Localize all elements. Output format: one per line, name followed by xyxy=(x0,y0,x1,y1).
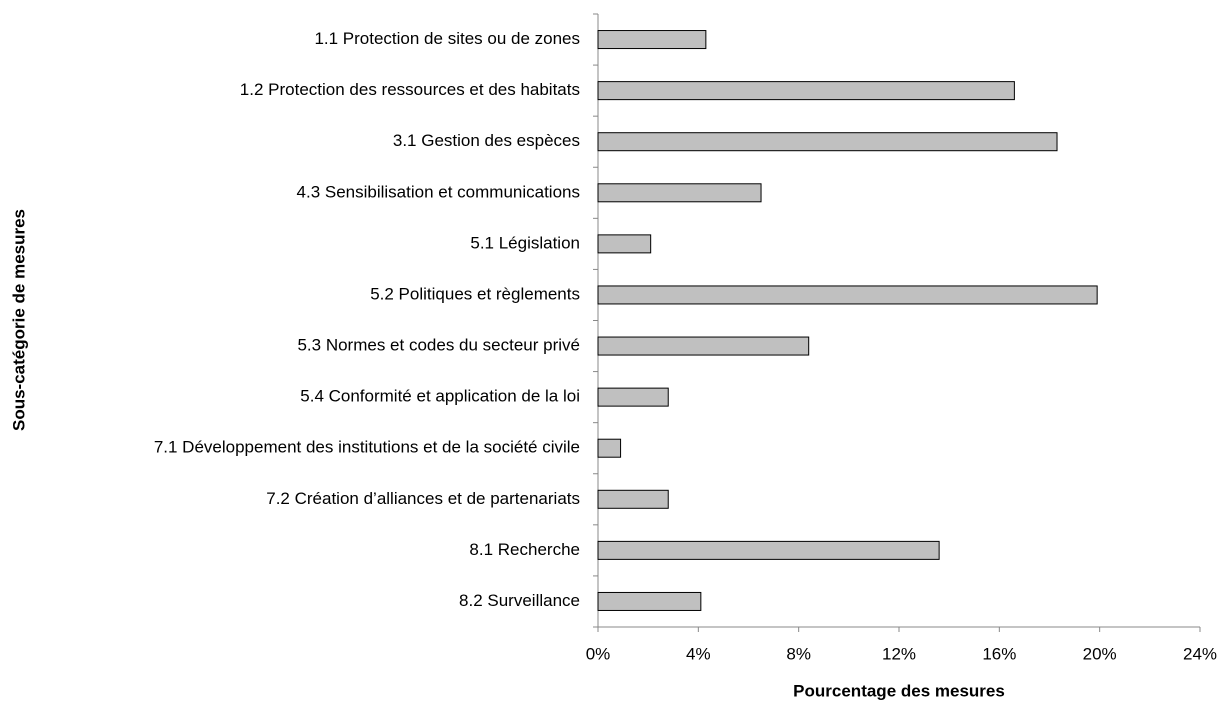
bar xyxy=(597,591,702,611)
x-tick-label: 16% xyxy=(982,644,1016,663)
y-tick-label: 5.4 Conformité et application de la loi xyxy=(300,387,580,406)
x-tick-label: 4% xyxy=(686,644,711,663)
bar xyxy=(597,183,762,203)
x-tick-label: 8% xyxy=(786,644,811,663)
x-tick-label: 20% xyxy=(1083,644,1117,663)
x-tick-label: 12% xyxy=(882,644,916,663)
y-tick-label: 5.1 Législation xyxy=(470,233,580,252)
y-tick-label: 4.3 Sensibilisation et communications xyxy=(297,182,580,201)
bar xyxy=(597,438,622,458)
x-axis-label: Pourcentage des mesures xyxy=(793,681,1005,700)
y-tick-label: 7.2 Création d’alliances et de partenari… xyxy=(266,489,580,508)
bar xyxy=(597,132,1058,152)
y-tick-label: 5.2 Politiques et règlements xyxy=(370,284,580,303)
y-tick-label: 8.2 Surveillance xyxy=(459,591,580,610)
x-tick-label: 24% xyxy=(1183,644,1217,663)
bar xyxy=(597,81,1015,101)
y-axis-label: Sous-catégorie de mesures xyxy=(9,209,28,431)
y-tick-label: 1.1 Protection de sites ou de zones xyxy=(314,29,580,48)
bar xyxy=(597,489,669,509)
bar xyxy=(597,387,669,407)
bar xyxy=(597,285,1098,305)
bar xyxy=(597,234,652,254)
bar xyxy=(597,336,810,356)
y-tick-label: 3.1 Gestion des espèces xyxy=(393,131,580,150)
y-tick-label: 7.1 Développement des institutions et de… xyxy=(154,438,580,457)
y-tick-label: 5.3 Normes et codes du secteur privé xyxy=(297,336,580,355)
bar xyxy=(597,30,707,50)
y-tick-label: 1.2 Protection des ressources et des hab… xyxy=(240,80,580,99)
x-tick-label: 0% xyxy=(586,644,611,663)
y-tick-label: 8.1 Recherche xyxy=(469,540,580,559)
bar xyxy=(597,540,940,560)
